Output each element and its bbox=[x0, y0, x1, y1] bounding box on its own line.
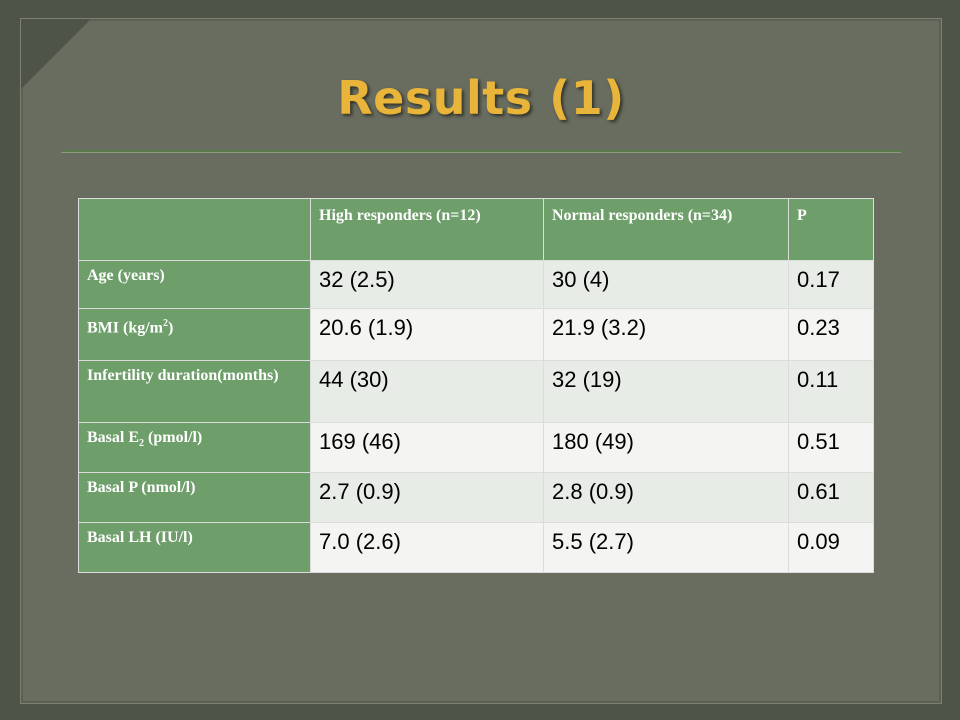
row-label: Basal P (nmol/l) bbox=[78, 472, 311, 523]
table-row: Basal E2 (pmol/l) 169 (46) 180 (49) 0.51 bbox=[78, 422, 874, 473]
row-label-subscript: 2 bbox=[139, 438, 145, 450]
row-label: Age (years) bbox=[78, 260, 311, 309]
row-label-text: Basal E bbox=[87, 429, 140, 446]
row-label-suffix: ) bbox=[168, 319, 174, 337]
cell-high: 169 (46) bbox=[310, 422, 544, 473]
table-row: Age (years) 32 (2.5) 30 (4) 0.17 bbox=[78, 260, 874, 309]
header-normal-responders: Normal responders (n=34) bbox=[543, 198, 789, 261]
table-row: Infertility duration(months) 44 (30) 32 … bbox=[78, 360, 874, 423]
title-divider bbox=[61, 150, 901, 153]
cell-p: 0.51 bbox=[788, 422, 874, 473]
cell-normal: 30 (4) bbox=[543, 260, 789, 309]
row-label: BMI (kg/m2) bbox=[78, 308, 311, 361]
cell-high: 2.7 (0.9) bbox=[310, 472, 544, 523]
cell-normal: 180 (49) bbox=[543, 422, 789, 473]
cell-normal: 5.5 (2.7) bbox=[543, 522, 789, 573]
row-label-text: BMI (kg/m bbox=[87, 319, 163, 337]
table-row: BMI (kg/m2) 20.6 (1.9) 21.9 (3.2) 0.23 bbox=[78, 308, 874, 361]
cell-high: 7.0 (2.6) bbox=[310, 522, 544, 573]
results-table: High responders (n=12) Normal responders… bbox=[78, 198, 874, 573]
row-label: Basal LH (IU/l) bbox=[78, 522, 311, 573]
slide-corner-decoration bbox=[21, 19, 91, 89]
cell-p: 0.61 bbox=[788, 472, 874, 523]
cell-normal: 32 (19) bbox=[543, 360, 789, 423]
cell-p: 0.11 bbox=[788, 360, 874, 423]
header-empty-cell bbox=[78, 198, 311, 261]
cell-high: 32 (2.5) bbox=[310, 260, 544, 309]
cell-normal: 2.8 (0.9) bbox=[543, 472, 789, 523]
row-label-suffix: (pmol/l) bbox=[144, 429, 203, 446]
cell-p: 0.17 bbox=[788, 260, 874, 309]
cell-normal: 21.9 (3.2) bbox=[543, 308, 789, 361]
table-row: Basal P (nmol/l) 2.7 (0.9) 2.8 (0.9) 0.6… bbox=[78, 472, 874, 523]
row-label-superscript: 2 bbox=[163, 318, 168, 329]
table-header-row: High responders (n=12) Normal responders… bbox=[78, 198, 874, 261]
cell-p: 0.23 bbox=[788, 308, 874, 361]
slide-title: Results (1) bbox=[337, 71, 625, 125]
header-p-value: P bbox=[788, 198, 874, 261]
header-high-responders: High responders (n=12) bbox=[310, 198, 544, 261]
cell-p: 0.09 bbox=[788, 522, 874, 573]
table-row: Basal LH (IU/l) 7.0 (2.6) 5.5 (2.7) 0.09 bbox=[78, 522, 874, 573]
cell-high: 44 (30) bbox=[310, 360, 544, 423]
row-label: Infertility duration(months) bbox=[78, 360, 311, 423]
row-label: Basal E2 (pmol/l) bbox=[78, 422, 311, 473]
cell-high: 20.6 (1.9) bbox=[310, 308, 544, 361]
